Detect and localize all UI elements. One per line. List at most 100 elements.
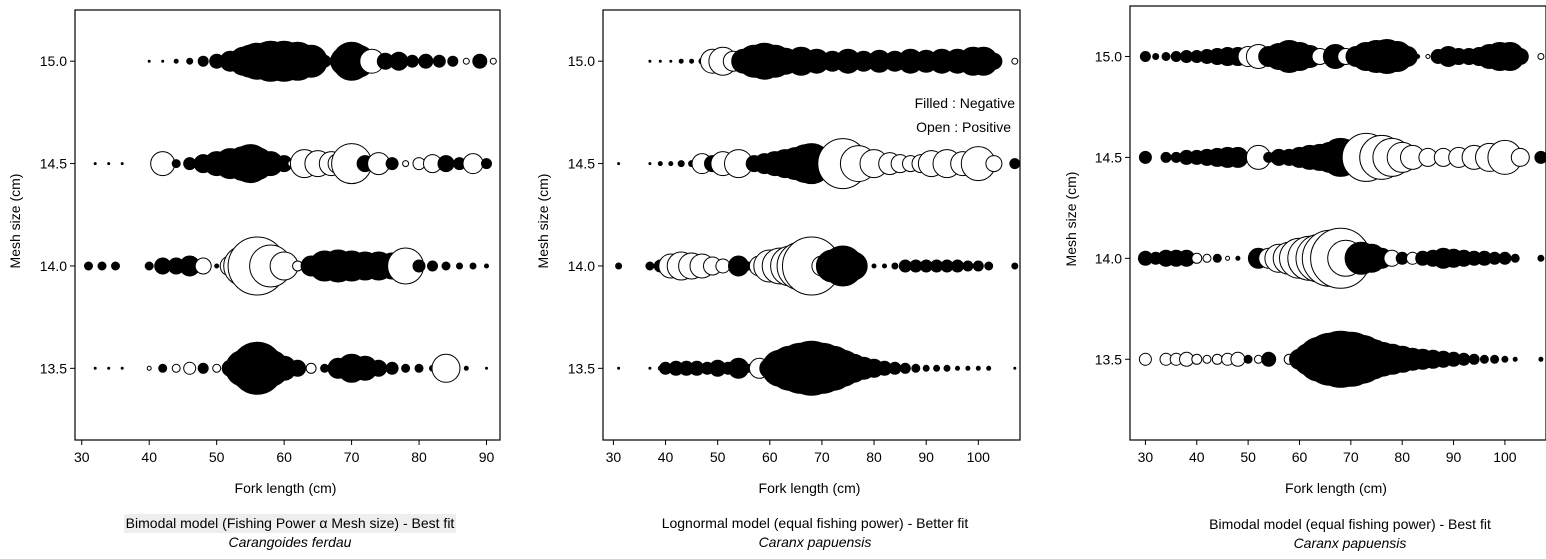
bubble-negative	[161, 59, 165, 63]
bubble-negative	[1498, 251, 1512, 265]
bubble-negative	[1138, 150, 1152, 164]
bubble-positive	[402, 160, 410, 168]
bubble-negative	[414, 363, 424, 373]
bubble-negative	[1537, 254, 1545, 262]
bubble-negative	[197, 362, 209, 374]
bubble-negative	[972, 260, 984, 272]
bubble-negative	[984, 261, 994, 271]
bubble-negative	[197, 55, 209, 67]
x-tick-label: 70	[814, 449, 830, 465]
model-caption-3: Bimodal model (equal fishing power) - Be…	[1209, 516, 1491, 532]
bubble-negative	[871, 263, 877, 269]
bubble-negative	[120, 162, 124, 166]
bubble-negative	[669, 59, 673, 63]
bubble-positive	[462, 57, 470, 65]
y-tick-label: 14.5	[40, 156, 67, 172]
bubble-negative	[432, 54, 446, 68]
x-tick-label: 80	[1394, 449, 1410, 465]
chart-panel-1: 30 40 50 60 70 80 90 13.5 14.0 14.5 15.0 Fork lengt…	[0, 0, 515, 559]
x-tick-label: 40	[1189, 449, 1205, 465]
bubble-positive	[194, 257, 212, 275]
y-axis-label: Mesh size (cm)	[1063, 172, 1079, 267]
bubble-negative	[120, 366, 124, 370]
bubble-positive	[431, 353, 461, 383]
bubble-negative	[1160, 151, 1172, 163]
bubble-negative	[986, 365, 992, 371]
bubble-negative	[891, 262, 899, 270]
bubble-positive	[146, 365, 152, 371]
bubble-negative	[617, 366, 621, 370]
y-tick-label: 14.0	[40, 258, 67, 274]
species-caption-2: Caranx papuensis	[758, 534, 872, 550]
chart-caption-3: Bimodal model (equal fishing power) - Be…	[1140, 515, 1546, 553]
y-axis-label: Mesh size (cm)	[535, 174, 551, 269]
y-tick-label: 13.5	[568, 360, 595, 376]
bubble-negative	[484, 263, 489, 269]
plot-frame	[1129, 5, 1546, 441]
y-tick-label: 15.0	[1095, 48, 1122, 64]
bubble-positive	[171, 363, 181, 373]
x-axis-label: Fork length (cm)	[1285, 480, 1387, 496]
bubble-negative	[1235, 255, 1241, 261]
bubble-positive	[1537, 53, 1545, 60]
bubble-chart-1: 30 40 50 60 70 80 90 13.5 14.0 14.5 15.0 Fork lengt…	[7, 9, 501, 496]
bubble-positive	[305, 362, 317, 374]
x-tick-label: 30	[1138, 449, 1154, 465]
bubble-negative	[943, 364, 951, 372]
bubble-positive	[1202, 253, 1212, 263]
bubble-negative	[1139, 51, 1151, 62]
bubble-negative	[1261, 351, 1277, 367]
bubble-negative	[481, 158, 492, 170]
bubble-negative	[1243, 354, 1253, 364]
x-tick-label: 80	[411, 449, 427, 465]
bubble-negative	[173, 58, 179, 64]
y-tick-label: 14.5	[568, 156, 595, 172]
bubble-negative	[1013, 366, 1017, 370]
y-axis-label: Mesh size (cm)	[7, 174, 23, 269]
x-tick-label: 90	[1446, 449, 1462, 465]
bubble-negative	[1212, 253, 1222, 263]
bubble-negative	[861, 263, 867, 269]
bubble-negative	[158, 363, 168, 373]
x-tick-label: 50	[1240, 449, 1256, 465]
bubble-negative	[1009, 158, 1021, 170]
bubble-negative	[648, 59, 652, 63]
bubble-negative	[427, 260, 438, 272]
x-tick-label: 40	[141, 449, 157, 465]
species-caption-3: Caranx papuensis	[1293, 535, 1407, 551]
bubble-negative	[838, 251, 868, 281]
bubble-negative	[1490, 354, 1500, 364]
x-tick-label: 50	[710, 449, 726, 465]
x-tick-label: 30	[74, 449, 90, 465]
bubble-negative	[1152, 53, 1160, 60]
bubble-negative	[401, 363, 411, 373]
plot-frame	[74, 9, 501, 441]
bubble-negative	[615, 262, 623, 270]
bubble-negative	[1011, 262, 1019, 270]
bubble-negative	[93, 162, 97, 166]
y-tick-label: 14.0	[1095, 250, 1122, 266]
bubble-negative	[677, 160, 685, 168]
legend-open: Open : Positive	[916, 119, 1011, 135]
bubble-positive	[1191, 353, 1203, 365]
bubble-positive	[985, 155, 1003, 173]
bubble-chart-2: 30 40 50 60 70 80 90 100 13.5 14.0 14.5 15.0 Fork le…	[535, 9, 1021, 496]
bubble-negative	[899, 362, 911, 374]
x-axis-label: Fork length (cm)	[235, 480, 337, 496]
bubble-negative	[186, 57, 194, 65]
bubble-negative	[93, 366, 97, 370]
bubble-negative	[648, 366, 652, 370]
species-caption-1: Carangoides ferdau	[228, 534, 352, 550]
x-tick-label: 100	[1493, 449, 1517, 465]
bubble-negative	[658, 59, 662, 63]
x-tick-label: 60	[1292, 449, 1308, 465]
bubble-negative	[144, 261, 154, 271]
bubble-negative	[985, 52, 1003, 70]
y-tick-label: 14.5	[1095, 149, 1122, 165]
model-caption-2: Lognormal model (equal fishing power) - …	[661, 515, 969, 531]
bubble-negative	[648, 162, 652, 166]
bubble-chart-3: 30 40 50 60 70 80 90 100 13.5 14.0 14.5 15.0 Fork le…	[1063, 5, 1546, 496]
x-tick-label: 50	[209, 449, 225, 465]
